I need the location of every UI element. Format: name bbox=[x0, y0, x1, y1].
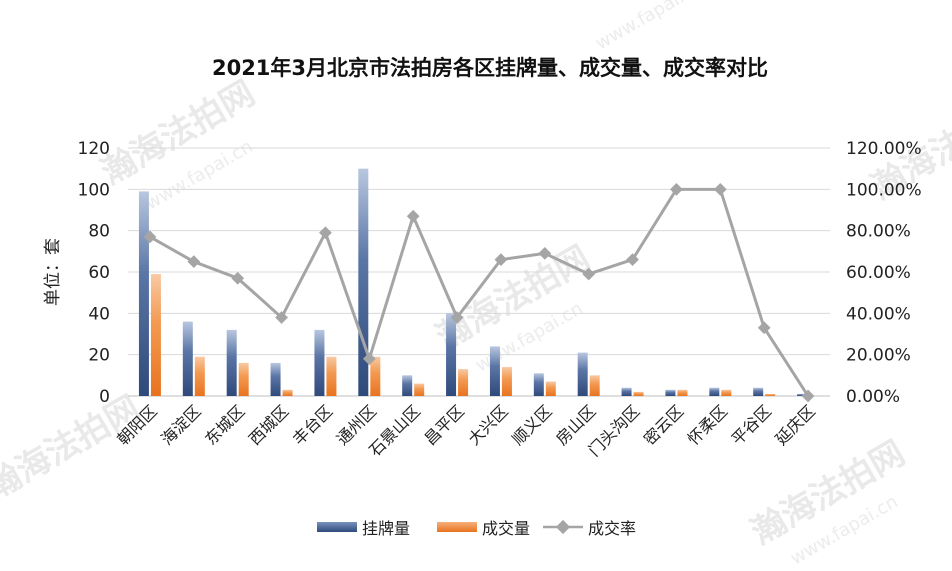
bar-listings bbox=[489, 346, 500, 396]
bar-deals bbox=[414, 383, 425, 396]
category-label: 顺义区 bbox=[508, 401, 555, 448]
legend-swatch-deals bbox=[437, 522, 477, 532]
left-tick-label: 60 bbox=[88, 263, 110, 283]
rate-line-path bbox=[149, 187, 810, 397]
legend-swatch-rate-marker bbox=[555, 519, 571, 535]
bar-listings bbox=[753, 387, 764, 396]
bar-deals bbox=[326, 356, 337, 396]
bar-listings bbox=[797, 393, 808, 396]
right-tick-label: 60.00% bbox=[846, 263, 911, 283]
bar-deals bbox=[545, 381, 556, 396]
chart-title: 2021年3月北京市法拍房各区挂牌量、成交量、成交率对比 bbox=[212, 56, 768, 80]
category-label: 东城区 bbox=[201, 401, 248, 448]
rate-point bbox=[406, 209, 420, 223]
watermark-url: www.fapai.cn bbox=[592, 0, 707, 54]
legend: 挂牌量 成交量 成交率 bbox=[317, 519, 636, 538]
left-tick-label: 0 bbox=[99, 387, 110, 407]
rate-point bbox=[713, 182, 727, 196]
bar-listings bbox=[270, 362, 281, 396]
bar-listings bbox=[533, 373, 544, 396]
bar-listings bbox=[138, 191, 149, 396]
right-tick-label: 80.00% bbox=[846, 222, 911, 242]
rate-point bbox=[362, 352, 376, 366]
bar-deals bbox=[721, 389, 732, 396]
bar-listings bbox=[577, 352, 588, 396]
left-axis: 0 20 40 60 80 100 120 bbox=[78, 139, 110, 407]
y-axis-label: 单位：套 bbox=[43, 238, 63, 306]
bar-listings bbox=[402, 375, 413, 396]
left-tick-label: 120 bbox=[78, 139, 110, 159]
rate-point bbox=[143, 230, 157, 244]
left-tick-label: 100 bbox=[78, 180, 110, 200]
category-label: 西城区 bbox=[245, 401, 292, 448]
bar-listings bbox=[314, 329, 325, 396]
bar-deals bbox=[150, 274, 161, 396]
bar-listings bbox=[621, 387, 632, 396]
bar-deals bbox=[633, 391, 644, 396]
rate-point bbox=[275, 311, 288, 324]
legend-label-deals: 成交量 bbox=[482, 519, 530, 538]
bar-listings bbox=[358, 168, 369, 396]
bar-listings bbox=[709, 387, 720, 396]
right-tick-label: 100.00% bbox=[846, 180, 922, 200]
left-tick-label: 20 bbox=[88, 346, 110, 366]
category-label: 昌平区 bbox=[421, 401, 468, 448]
right-tick-label: 40.00% bbox=[846, 304, 911, 324]
bar-listings bbox=[446, 313, 457, 396]
bar-deals bbox=[194, 356, 205, 396]
bar-deals bbox=[589, 375, 600, 396]
rate-point bbox=[231, 271, 245, 285]
legend-label-listings: 挂牌量 bbox=[362, 519, 410, 538]
rate-point bbox=[450, 311, 464, 324]
category-label: 大兴区 bbox=[464, 401, 511, 448]
legend-swatch-listings bbox=[317, 522, 357, 532]
right-tick-label: 20.00% bbox=[846, 346, 911, 366]
category-label: 怀柔区 bbox=[684, 401, 731, 448]
left-tick-label: 40 bbox=[88, 304, 110, 324]
bar-deals bbox=[501, 367, 512, 396]
right-axis: 0.00% 20.00% 40.00% 60.00% 80.00% 100.00% 120.… bbox=[846, 139, 922, 407]
bar-deals bbox=[765, 393, 776, 396]
category-label: 延庆区 bbox=[772, 401, 819, 448]
rate-point bbox=[187, 255, 201, 269]
bar-deals bbox=[370, 356, 381, 396]
rate-point bbox=[494, 253, 508, 266]
category-label: 平谷区 bbox=[728, 401, 775, 448]
right-tick-label: 0.00% bbox=[846, 387, 900, 407]
category-label: 密云区 bbox=[640, 401, 687, 448]
bar-listings bbox=[182, 321, 193, 396]
x-axis: 朝阳区海淀区东城区西城区丰台区通州区石景山区昌平区大兴区顺义区房山区门头沟区密云… bbox=[113, 401, 819, 460]
bar-listings bbox=[226, 329, 237, 396]
bar-listings bbox=[665, 389, 676, 396]
category-label: 丰台区 bbox=[289, 401, 336, 448]
rate-point bbox=[319, 226, 332, 240]
bars bbox=[138, 168, 808, 396]
bar-deals bbox=[677, 389, 688, 396]
bar-deals bbox=[238, 362, 249, 396]
left-tick-label: 80 bbox=[88, 222, 110, 242]
bar-deals bbox=[282, 389, 293, 396]
legend-label-rate: 成交率 bbox=[588, 519, 636, 538]
bar-deals bbox=[458, 369, 469, 396]
category-label: 海淀区 bbox=[157, 401, 204, 448]
right-tick-label: 120.00% bbox=[846, 139, 922, 159]
